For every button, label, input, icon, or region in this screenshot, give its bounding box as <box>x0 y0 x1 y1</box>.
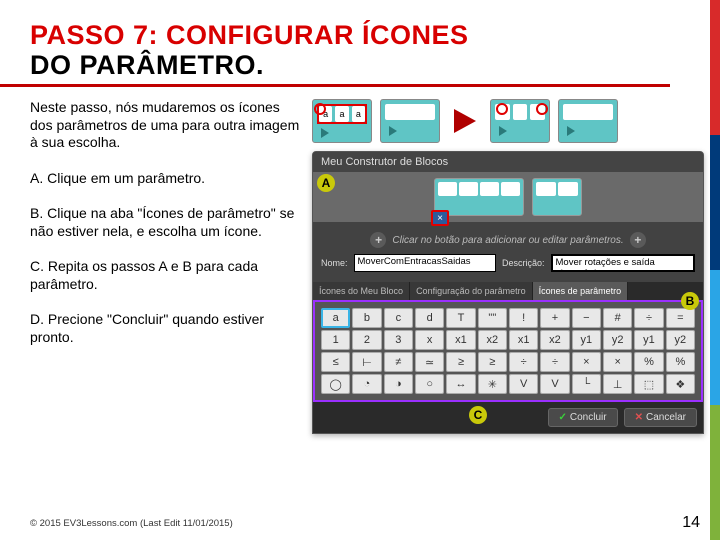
icon-cell[interactable]: T <box>446 308 475 328</box>
title-line1: PASSO 7: CONFIGURAR ÍCONES <box>30 20 469 50</box>
icon-cell[interactable]: # <box>603 308 632 328</box>
icon-cell[interactable]: y2 <box>666 330 695 350</box>
block-builder-dialog: Meu Construtor de Blocos A × + Clicar no… <box>312 151 704 434</box>
icon-cell[interactable]: + <box>540 308 569 328</box>
desc-field[interactable]: Mover rotações e saída ultrassônica. <box>551 254 695 272</box>
icon-cell[interactable]: ❖ <box>666 374 695 394</box>
icon-cell[interactable]: ≠ <box>384 352 413 372</box>
ev3-block <box>558 99 618 143</box>
tab-param-icons[interactable]: Ícones de parâmetro <box>533 282 629 300</box>
dialog-tabs: Ícones do Meu Bloco Configuração do parâ… <box>313 282 703 300</box>
page-number: 14 <box>682 514 700 532</box>
icon-cell[interactable]: ÷ <box>540 352 569 372</box>
icon-cell[interactable]: ◯ <box>321 374 350 394</box>
icon-cell[interactable]: ≤ <box>321 352 350 372</box>
step-b: B. Clique na aba "Ícones de parâmetro" s… <box>30 205 300 240</box>
hint-text: Clicar no botão para adicionar ou editar… <box>392 235 623 246</box>
icon-cell[interactable]: x2 <box>478 330 507 350</box>
icon-cell[interactable]: V <box>540 374 569 394</box>
icon-cell[interactable]: − <box>572 308 601 328</box>
tab-myblock-icons[interactable]: Ícones do Meu Bloco <box>313 282 410 300</box>
illustration-column: a a a <box>312 99 704 434</box>
icon-cell[interactable]: 1 <box>321 330 350 350</box>
intro-text: Neste passo, nós mudaremos os ícones dos… <box>30 99 300 152</box>
icon-cell[interactable]: a <box>321 308 350 328</box>
icon-cell[interactable]: d <box>415 308 444 328</box>
name-field[interactable]: MoverComEntracasSaidas <box>354 254 496 272</box>
icon-cell[interactable]: ≃ <box>415 352 444 372</box>
icon-cell[interactable]: = <box>666 308 695 328</box>
instructions-column: Neste passo, nós mudaremos os ícones dos… <box>30 99 300 434</box>
icon-cell[interactable]: 3 <box>384 330 413 350</box>
icon-cell[interactable]: ! <box>509 308 538 328</box>
badge-a: A <box>317 174 335 192</box>
icon-cell[interactable]: y1 <box>634 330 663 350</box>
dialog-titlebar: Meu Construtor de Blocos <box>313 152 703 172</box>
copyright: © 2015 EV3Lessons.com (Last Edit 11/01/2… <box>30 518 233 529</box>
icon-cell[interactable]: x1 <box>446 330 475 350</box>
icon-cell[interactable]: "" <box>478 308 507 328</box>
add-icon[interactable]: + <box>370 232 386 248</box>
icon-cell[interactable]: ✳ <box>478 374 507 394</box>
dialog-footer: C ✓Concluir ✕Cancelar <box>313 402 703 433</box>
title-line2: DO PARÂMETRO. <box>30 50 264 80</box>
preview-block <box>532 178 582 216</box>
step-d: D. Precione "Concluir" quando estiver pr… <box>30 311 300 346</box>
close-param-button[interactable]: × <box>431 210 449 226</box>
cancel-button[interactable]: ✕Cancelar <box>624 408 697 427</box>
step-a: A. Clique em um parâmetro. <box>30 170 300 188</box>
icon-cell[interactable]: 2 <box>352 330 381 350</box>
icon-cell[interactable]: % <box>634 352 663 372</box>
badge-c: C <box>469 406 487 424</box>
icon-cell[interactable]: ◔ <box>352 374 381 394</box>
icon-cell[interactable]: V <box>509 374 538 394</box>
icon-cell[interactable]: ÷ <box>509 352 538 372</box>
icon-cell[interactable]: ÷ <box>634 308 663 328</box>
block-pair-after <box>490 99 618 143</box>
icon-cell[interactable]: y2 <box>603 330 632 350</box>
dialog-preview-area: A × <box>313 172 703 222</box>
arrow-icon <box>454 109 476 133</box>
block-pair-before: a a a <box>312 99 440 143</box>
tab-param-config[interactable]: Configuração do parâmetro <box>410 282 533 300</box>
icon-cell[interactable]: ≥ <box>478 352 507 372</box>
page-title: PASSO 7: CONFIGURAR ÍCONES DO PARÂMETRO. <box>0 0 670 87</box>
icon-cell[interactable]: ◑ <box>384 374 413 394</box>
desc-label: Descrição: <box>502 258 545 268</box>
dialog-mid: + Clicar no botão para adicionar ou edit… <box>313 222 703 282</box>
step-c: C. Repita os passos A e B para cada parâ… <box>30 258 300 293</box>
icon-cell[interactable]: ≥ <box>446 352 475 372</box>
icon-cell[interactable]: ⊥ <box>603 374 632 394</box>
icon-cell[interactable]: x <box>415 330 444 350</box>
icon-cell[interactable]: ↔ <box>446 374 475 394</box>
icon-grid: abcdT""!+−#÷=123xx1x2x1x2y1y2y1y2≤⊢≠≃≥≥÷… <box>321 308 695 394</box>
icon-cell[interactable]: × <box>572 352 601 372</box>
icon-cell[interactable]: x1 <box>509 330 538 350</box>
accent-stripe <box>710 0 720 540</box>
icon-cell[interactable]: × <box>603 352 632 372</box>
icon-cell[interactable]: ○ <box>415 374 444 394</box>
icon-cell[interactable]: y1 <box>572 330 601 350</box>
icon-cell[interactable]: └ <box>572 374 601 394</box>
ok-button[interactable]: ✓Concluir <box>548 408 618 427</box>
icon-cell[interactable]: ⬚ <box>634 374 663 394</box>
icon-cell[interactable]: x2 <box>540 330 569 350</box>
add-icon[interactable]: + <box>630 232 646 248</box>
icon-grid-panel: abcdT""!+−#÷=123xx1x2x1x2y1y2y1y2≤⊢≠≃≥≥÷… <box>313 300 703 402</box>
icon-cell[interactable]: ⊢ <box>352 352 381 372</box>
icon-cell[interactable]: % <box>666 352 695 372</box>
name-label: Nome: <box>321 258 348 268</box>
icon-cell[interactable]: c <box>384 308 413 328</box>
footer: © 2015 EV3Lessons.com (Last Edit 11/01/2… <box>30 514 700 532</box>
ev3-block <box>380 99 440 143</box>
icon-cell[interactable]: b <box>352 308 381 328</box>
